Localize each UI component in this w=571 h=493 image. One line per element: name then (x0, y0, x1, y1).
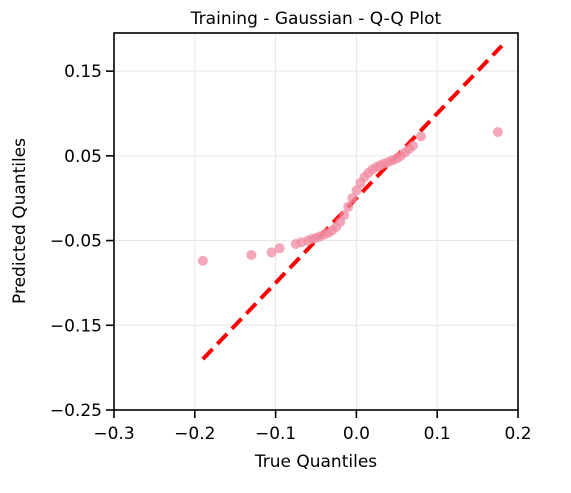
data-point (343, 201, 354, 212)
data-point (347, 193, 358, 204)
x-tick-label: −0.2 (174, 424, 215, 444)
y-tick-label: 0.15 (64, 62, 102, 82)
x-tick-label: −0.1 (255, 424, 296, 444)
y-tick-label: −0.05 (50, 232, 102, 252)
x-tick-label: −0.3 (93, 424, 134, 444)
x-axis-ticks: −0.3 −0.2 −0.1 0.0 0.1 0.2 (93, 410, 532, 444)
y-axis-ticks: −0.25 −0.15 −0.05 0.05 0.15 (50, 62, 114, 421)
data-point (351, 185, 362, 196)
plot-frame (113, 32, 519, 411)
data-point (407, 140, 418, 151)
data-point (339, 210, 350, 221)
y-tick-label: −0.25 (50, 401, 102, 421)
x-tick-label: 0.1 (424, 424, 451, 444)
data-points (197, 127, 503, 266)
x-tick-label: 0.2 (504, 424, 531, 444)
data-point (266, 247, 277, 258)
data-point (274, 243, 285, 254)
x-axis-label: True Quantiles (254, 452, 377, 472)
data-point (246, 249, 257, 260)
y-tick-label: 0.05 (64, 147, 102, 167)
data-point (492, 127, 503, 138)
y-tick-label: −0.15 (50, 316, 102, 336)
x-tick-label: 0.0 (343, 424, 370, 444)
chart-title: Training - Gaussian - Q-Q Plot (190, 9, 442, 29)
data-point (416, 131, 427, 142)
data-point (197, 255, 208, 266)
y-axis-label: Predicted Quantiles (10, 138, 30, 304)
